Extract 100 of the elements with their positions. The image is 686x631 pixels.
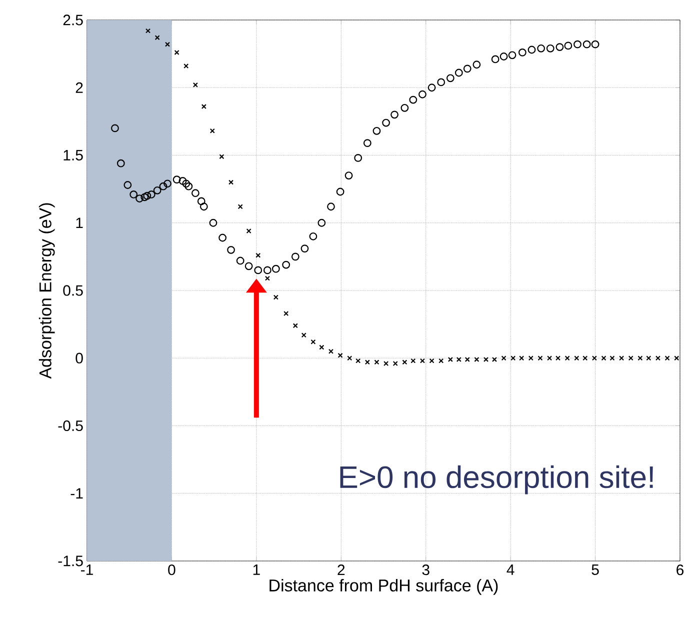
point [184, 63, 189, 69]
point [154, 35, 160, 40]
point [474, 356, 480, 362]
point [564, 356, 570, 361]
point [500, 52, 508, 60]
point [327, 202, 335, 211]
point [174, 50, 180, 55]
y-tick-label: 1.5 [64, 150, 83, 160]
point [384, 360, 389, 366]
point [147, 190, 156, 198]
point [382, 118, 390, 127]
point [300, 244, 309, 253]
point [510, 356, 516, 361]
point [238, 204, 243, 210]
x-axis-title: Distance from PdH surface (A) [270, 579, 498, 595]
point [463, 64, 472, 73]
point [429, 358, 434, 364]
x-tick-label: 2 [338, 564, 345, 575]
point [164, 180, 172, 188]
point [318, 218, 326, 227]
point [655, 356, 660, 361]
point [319, 344, 324, 350]
point [591, 40, 600, 48]
y-axis-title: Adsorption Energy (eV) [38, 203, 55, 379]
point [628, 356, 634, 361]
point [582, 356, 588, 361]
point [272, 264, 280, 273]
point [218, 234, 226, 242]
point [143, 192, 152, 200]
point [178, 176, 187, 185]
point [210, 128, 215, 134]
point [328, 348, 334, 354]
point [336, 188, 344, 196]
y-tick-label: -1 [70, 488, 83, 499]
point [197, 197, 206, 206]
point [164, 42, 170, 47]
point [456, 356, 462, 362]
point [310, 339, 316, 344]
point [344, 172, 353, 180]
point [184, 182, 193, 190]
point [501, 356, 506, 361]
point [130, 190, 138, 198]
point [446, 74, 454, 82]
point [528, 46, 536, 54]
point [244, 262, 253, 270]
point [111, 124, 119, 132]
point [140, 193, 149, 202]
y-tick-label: -0.5 [58, 420, 83, 432]
point [347, 356, 352, 361]
point [610, 356, 615, 361]
point [191, 189, 200, 198]
point [301, 332, 306, 338]
point [236, 256, 244, 265]
point [592, 356, 597, 361]
point [246, 228, 252, 234]
point [638, 356, 643, 361]
point [284, 310, 289, 316]
point [646, 356, 652, 361]
point [402, 360, 408, 365]
point [136, 194, 144, 202]
annotation: E>0 no desorption site! [340, 465, 653, 494]
point [309, 232, 318, 240]
point [209, 218, 218, 227]
point [228, 180, 234, 185]
point [263, 266, 272, 274]
point [356, 358, 361, 364]
point [192, 82, 198, 88]
point [201, 104, 206, 110]
point [410, 358, 416, 364]
point [400, 104, 409, 112]
x-tick-label: 6 [676, 564, 684, 576]
point [674, 356, 680, 361]
point [508, 51, 516, 60]
point [418, 90, 426, 98]
point [392, 360, 398, 366]
point [454, 68, 463, 77]
point [546, 44, 554, 52]
point [438, 358, 444, 364]
y-tick-label: 2.5 [63, 14, 83, 26]
point [582, 40, 591, 48]
point [227, 246, 235, 254]
point [354, 154, 362, 162]
point [153, 186, 162, 194]
y-tick-label: 0 [76, 352, 83, 364]
point [291, 252, 300, 261]
point [264, 276, 270, 281]
point [448, 356, 453, 362]
point [338, 352, 343, 358]
y-tick-label: 1 [76, 218, 83, 228]
point [538, 356, 543, 361]
point [464, 356, 470, 362]
point [492, 356, 498, 362]
point [664, 356, 670, 361]
point [292, 323, 298, 328]
point [537, 44, 546, 52]
point [256, 252, 261, 258]
y-tick-label: -1.5 [58, 556, 83, 566]
point [374, 360, 380, 365]
point [547, 356, 552, 361]
point [372, 126, 381, 135]
